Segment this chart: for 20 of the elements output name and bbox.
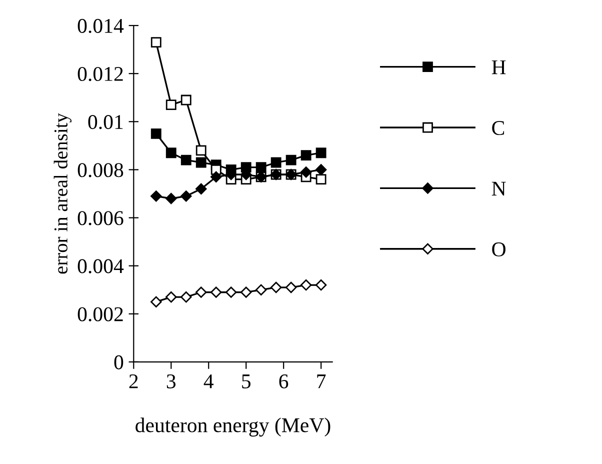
x-tick-label: 6 xyxy=(279,374,288,388)
x-tick-label: 2 xyxy=(129,374,138,388)
y-axis-title: error in areal density xyxy=(54,113,72,274)
y-tick-label: 0.01 xyxy=(88,115,123,130)
legend-label: C xyxy=(492,121,504,136)
legend-label: H xyxy=(492,60,506,74)
y-tick-label: 0.004 xyxy=(78,259,124,274)
y-tick-label: 0.006 xyxy=(78,211,124,226)
x-tick-label: 3 xyxy=(166,374,176,388)
x-tick-label: 4 xyxy=(204,374,214,388)
legend-label: O xyxy=(492,242,506,256)
x-axis-title: deuteron energy (MeV) xyxy=(136,418,330,437)
y-tick-label: 0.008 xyxy=(78,163,124,178)
y-tick-label: 0 xyxy=(114,355,124,370)
x-tick-label: 7 xyxy=(317,374,326,388)
y-tick-label: 0.012 xyxy=(78,66,123,82)
legend-label: N xyxy=(492,182,506,196)
x-tick-label: 5 xyxy=(242,374,250,388)
y-tick-label: 0.014 xyxy=(78,18,124,34)
y-tick-label: 0.002 xyxy=(78,307,123,322)
